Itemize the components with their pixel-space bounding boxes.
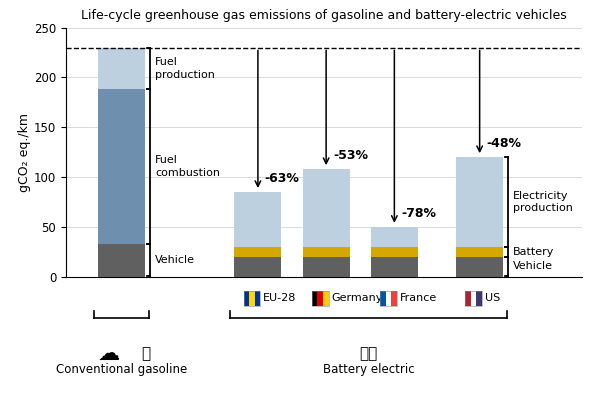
Bar — [302, 246, 350, 257]
Bar — [371, 257, 418, 276]
Text: Vehicle: Vehicle — [155, 255, 195, 265]
Text: Electricity
production: Electricity production — [514, 191, 573, 213]
Bar — [456, 157, 503, 246]
Text: ☁: ☁ — [98, 344, 121, 363]
Y-axis label: gCO₂ eq./km: gCO₂ eq./km — [18, 113, 31, 192]
Bar — [235, 246, 281, 257]
Text: France: France — [400, 293, 437, 303]
Text: -48%: -48% — [487, 137, 521, 150]
Text: Fuel
production: Fuel production — [155, 57, 215, 80]
Bar — [302, 257, 350, 276]
Bar — [371, 246, 418, 257]
Text: -63%: -63% — [265, 172, 299, 185]
Text: -78%: -78% — [401, 207, 436, 220]
Text: Germany: Germany — [332, 293, 383, 303]
Bar — [98, 244, 145, 276]
Bar — [98, 89, 145, 244]
Text: 🔌🚗: 🔌🚗 — [359, 346, 378, 361]
Bar — [235, 257, 281, 276]
Text: EU-28: EU-28 — [263, 293, 296, 303]
Text: 🚗: 🚗 — [141, 346, 150, 361]
Text: US: US — [485, 293, 500, 303]
Text: Conventional gasoline: Conventional gasoline — [56, 363, 187, 376]
Bar — [235, 192, 281, 246]
Text: Battery: Battery — [514, 246, 555, 257]
Text: Fuel
combustion: Fuel combustion — [155, 155, 220, 178]
Bar — [98, 47, 145, 89]
Bar — [302, 169, 350, 246]
Text: Vehicle: Vehicle — [514, 261, 553, 271]
Text: Battery electric: Battery electric — [323, 363, 415, 376]
Bar — [456, 246, 503, 257]
Text: -53%: -53% — [333, 149, 368, 162]
Bar — [456, 257, 503, 276]
Title: Life-cycle greenhouse gas emissions of gasoline and battery-electric vehicles: Life-cycle greenhouse gas emissions of g… — [81, 9, 567, 22]
Bar — [371, 227, 418, 246]
